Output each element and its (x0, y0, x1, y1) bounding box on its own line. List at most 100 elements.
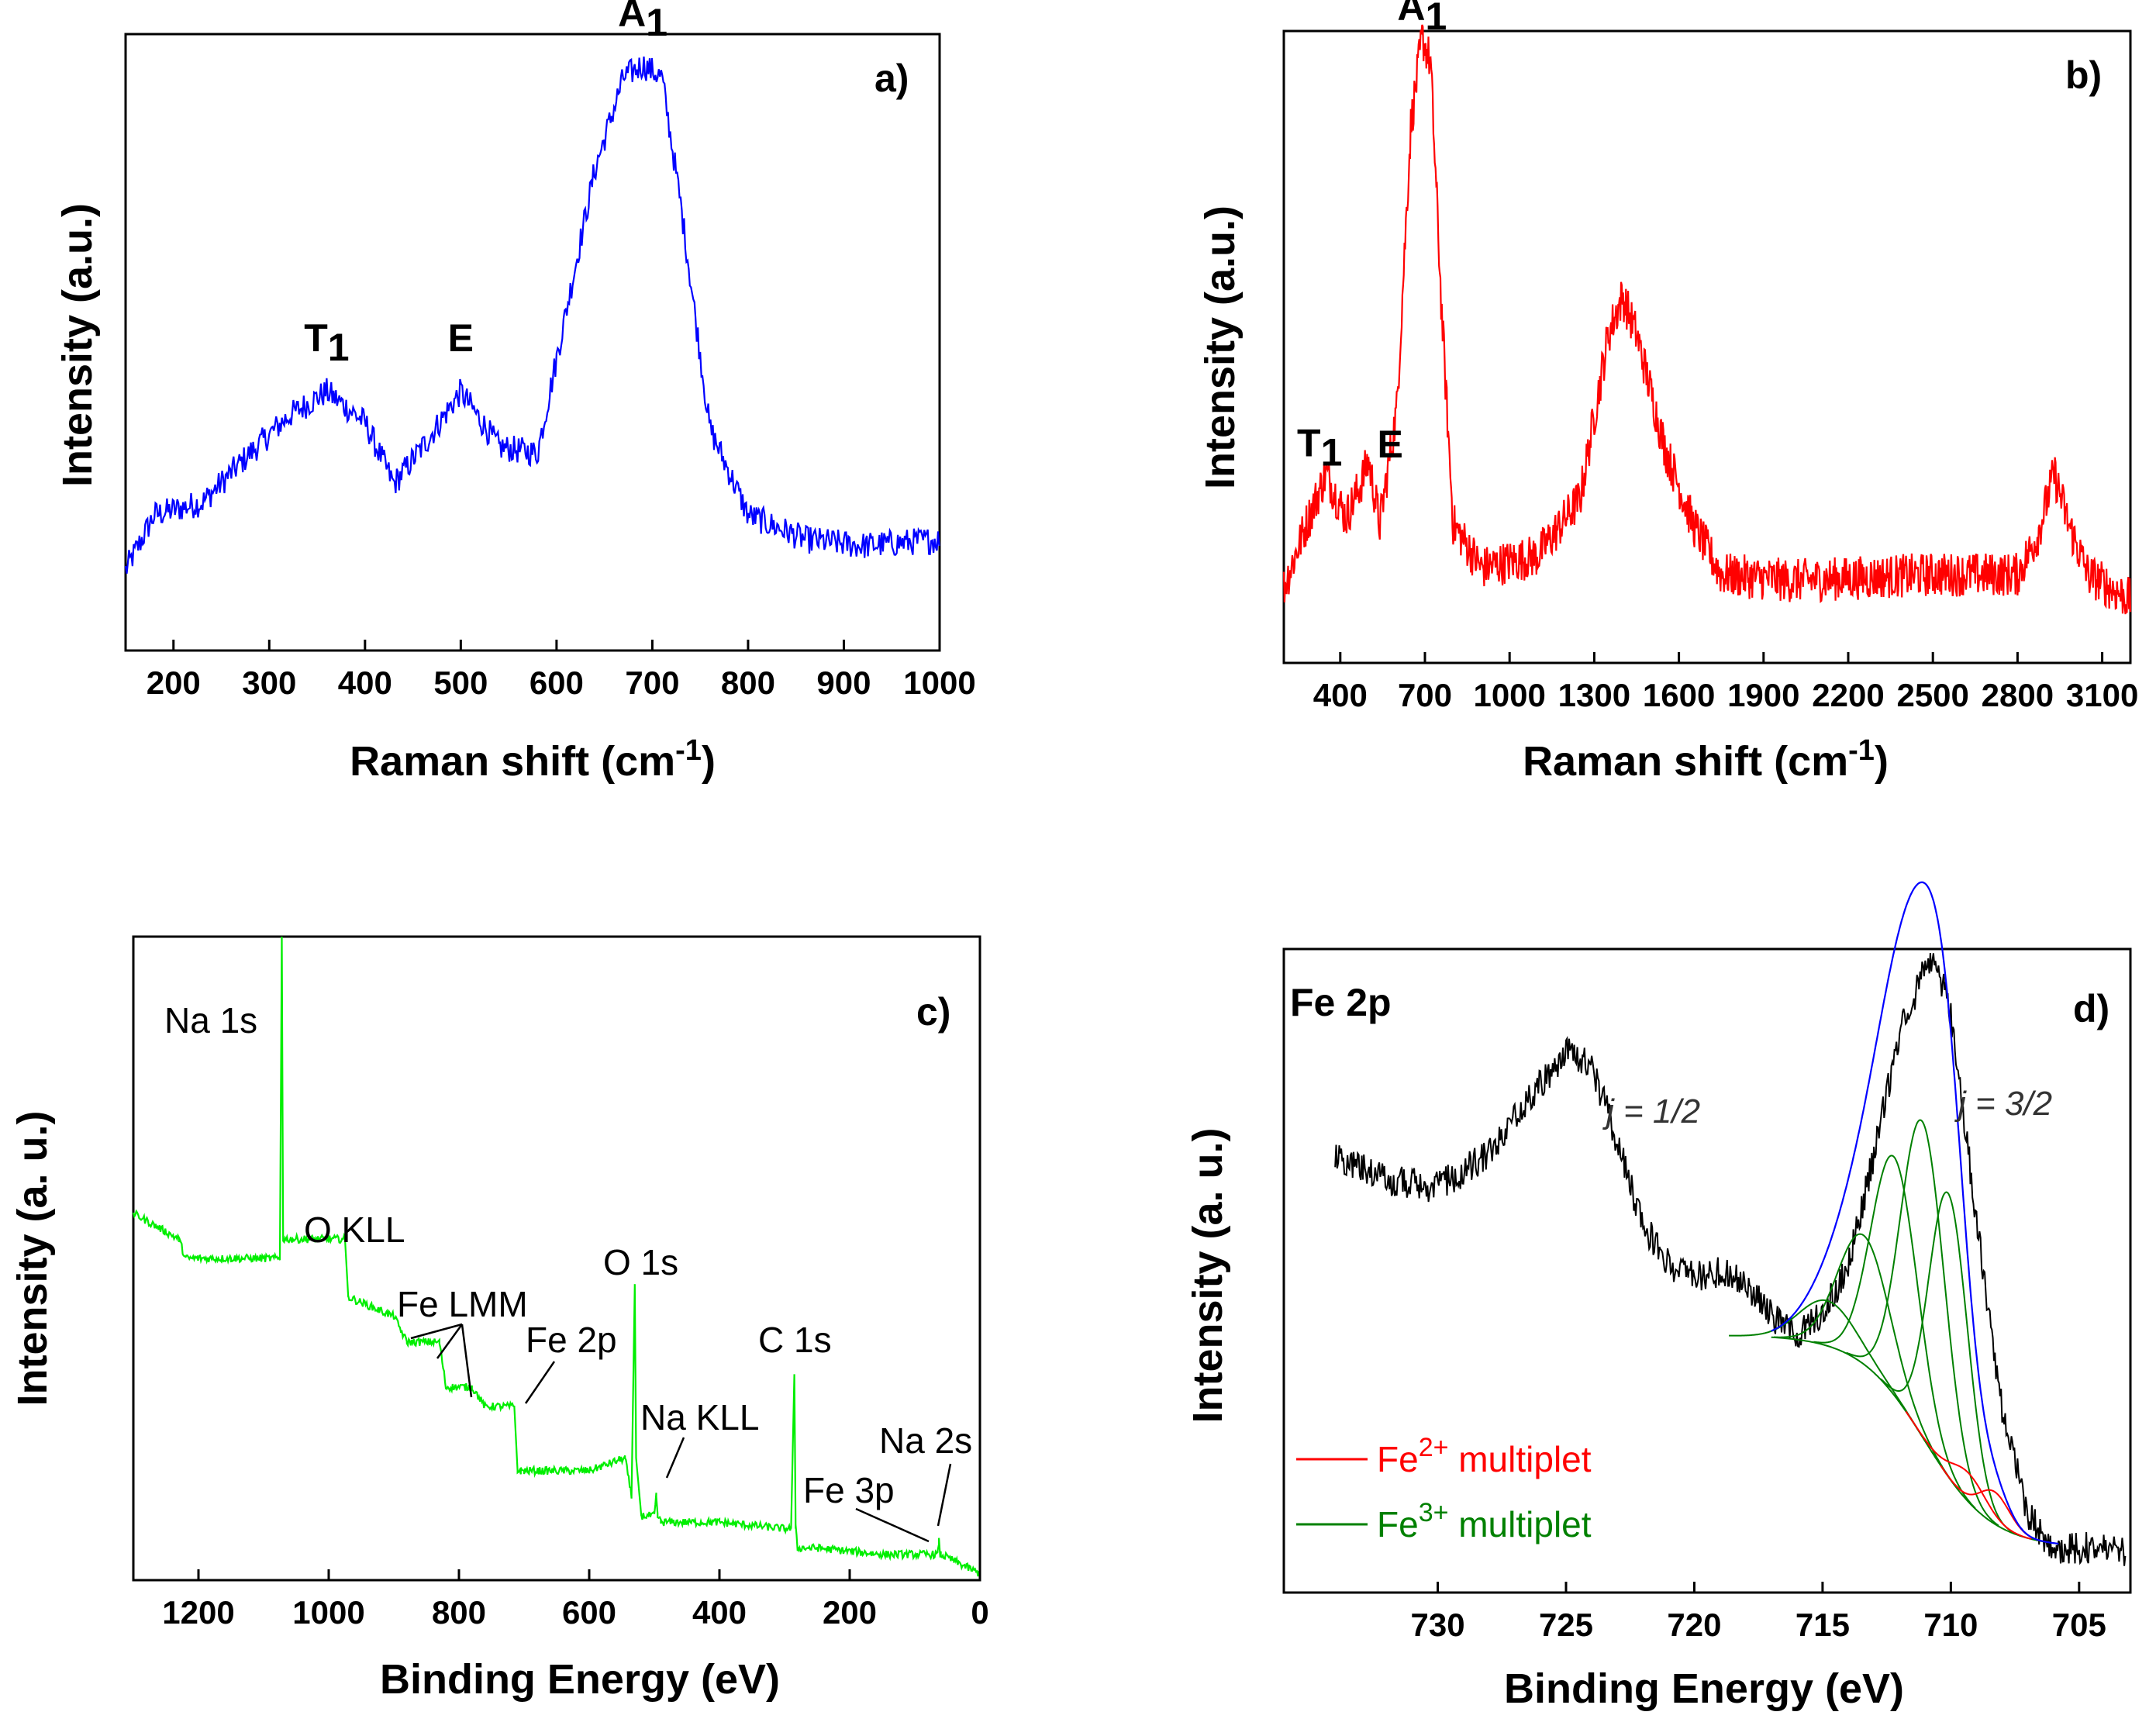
annotation-fe-3p: Fe 3p (803, 1470, 895, 1510)
xps-survey-line (132, 936, 981, 1577)
x-tick-label-b-1: 700 (1398, 677, 1452, 713)
x-tick-label-b-8: 2800 (1982, 677, 2054, 713)
marks-a: T1 EA1 (124, 0, 940, 574)
x-axis-label-a: Raman shift (cm-1) (350, 734, 716, 785)
peak-label-sub-a-0: 1 (328, 326, 350, 369)
panel-b: T1 EA1 400 700 1000 1300 1600 1900 2200 2500 2800… (1197, 0, 2138, 785)
legend-fe2-label: Fe2+ multiplet (1377, 1433, 1592, 1479)
legend-fe2-main: Fe (1377, 1439, 1419, 1479)
legend-fe2-tail: multiplet (1448, 1439, 1591, 1479)
x-tick-label-b-4: 1600 (1643, 677, 1715, 713)
fe3-component-4 (1729, 1299, 1927, 1443)
x-tick-label-c-3: 600 (562, 1594, 616, 1631)
fe2-component-0 (1905, 1410, 2032, 1540)
x-tick-label-d-0: 730 (1411, 1607, 1465, 1643)
x-tick-label-a-0: 200 (147, 664, 201, 701)
y-axis-label-c: Intensity (a. u.) (9, 1110, 56, 1406)
x-tick-label-b-2: 1000 (1473, 677, 1545, 713)
x-tick-label-c-5: 200 (823, 1594, 877, 1631)
x-axis-label-b-main: Raman shift (cm (1523, 738, 1848, 785)
x-tick-label-a-2: 400 (338, 664, 392, 701)
peak-label-a-0: T1 (304, 316, 349, 369)
peak-label-a-1: E (448, 316, 474, 360)
panel-c: 1200 1000 800 600 400 200 0 c) Intensity (a. u… (9, 935, 989, 1703)
x-tick-label-d-2: 720 (1667, 1607, 1721, 1643)
y-axis-label-a: Intensity (a.u.) (54, 203, 101, 487)
raman-line-a (124, 56, 940, 574)
annotation-c-1s: C 1s (758, 1320, 832, 1360)
x-axis-label-a-end: ) (702, 738, 716, 785)
legend-d: Fe2+ multiplet Fe3+ multiplet (1296, 1433, 1592, 1544)
peak-label-main-b-1: E (1378, 423, 1403, 466)
annotation-o-kll: O KLL (304, 1210, 405, 1250)
x-tick-label-c-1: 1000 (292, 1594, 364, 1631)
peak-label-b-1: E (1378, 423, 1403, 466)
x-axis-label-c: Binding Energy (eV) (380, 1656, 780, 1703)
fe2p-data-line (1334, 952, 2127, 1566)
x-tick-label-a-7: 900 (816, 664, 871, 701)
plot-frame-a (124, 33, 941, 652)
legend-fe3-main: Fe (1377, 1504, 1419, 1544)
annotation-j-half: j = 1/2 (1602, 1092, 1700, 1130)
leader-fe-lmm-3 (461, 1324, 473, 1398)
x-axis-label-b: Raman shift (cm-1) (1523, 734, 1889, 785)
envelope-line (1771, 881, 2059, 1545)
peak-label-sub-b-0: 1 (1321, 431, 1343, 475)
panel-label-c: c) (916, 990, 950, 1034)
leader-na-2s (937, 1463, 952, 1527)
peak-label-b-2: A1 (1397, 0, 1447, 38)
x-tick-label-d-4: 710 (1923, 1607, 1978, 1643)
x-tick-label-a-3: 500 (433, 664, 488, 701)
plot-frame-c (132, 935, 981, 1582)
legend-fe3-sup: 3+ (1419, 1498, 1449, 1527)
x-tick-label-b-3: 1300 (1558, 677, 1630, 713)
panel-label-a: a) (874, 57, 909, 100)
peak-label-sub-b-2: 1 (1426, 0, 1447, 38)
x-axis-label-d: Binding Energy (eV) (1504, 1665, 1904, 1712)
annotation-o-1s: O 1s (603, 1242, 678, 1282)
x-axis-label-b-sup: -1 (1848, 734, 1875, 767)
x-tick-label-a-6: 800 (721, 664, 775, 701)
legend-fe2-sup: 2+ (1419, 1433, 1449, 1462)
x-tick-label-b-7: 2500 (1896, 677, 1968, 713)
leader-na-kll (665, 1437, 685, 1479)
annotations-c: Na 1s O KLL Fe LMM Fe 2p O 1s Na KLL C 1… (164, 1000, 972, 1543)
x-tick-label-a-1: 300 (242, 664, 296, 701)
x-axis-label-a-sup: -1 (675, 734, 702, 767)
peak-label-main-b-2: A (1397, 0, 1425, 29)
leader-fe-2p (524, 1361, 556, 1404)
leader-fe-lmm-1 (410, 1323, 463, 1340)
x-tick-label-b-0: 400 (1313, 677, 1368, 713)
x-tick-label-b-5: 1900 (1727, 677, 1799, 713)
x-axis-label-a-main: Raman shift (cm (350, 738, 675, 785)
x-tick-label-d-5: 705 (2052, 1607, 2106, 1643)
annotation-na-kll: Na KLL (640, 1397, 759, 1437)
peak-label-main-a-0: T (304, 316, 328, 360)
panel-label-b: b) (2065, 53, 2102, 97)
x-ticks-b: 400 700 1000 1300 1600 1900 2200 2500 2800 3100 (1313, 652, 2138, 713)
x-tick-label-c-2: 800 (432, 1594, 486, 1631)
marks-d (1334, 881, 2127, 1566)
x-tick-label-a-8: 1000 (903, 664, 975, 701)
x-tick-label-a-5: 700 (625, 664, 679, 701)
x-tick-label-b-9: 3100 (2066, 677, 2138, 713)
x-ticks-d: 730 725 720 715 710 705 (1411, 1582, 2106, 1643)
legend-fe3-label: Fe3+ multiplet (1377, 1498, 1592, 1544)
x-tick-label-a-4: 600 (530, 664, 584, 701)
panel-label-d: d) (2073, 987, 2109, 1030)
peak-label-main-a-2: A (618, 0, 646, 35)
background-line (1771, 1336, 2059, 1544)
peak-label-a-2: A1 (618, 0, 667, 44)
panel-a: T1 EA1 200 300 400 500 600 700 800 900 1000 a) In… (54, 0, 976, 785)
x-tick-label-b-6: 2200 (1812, 677, 1884, 713)
fe3-component-0 (1880, 1191, 2016, 1534)
peak-label-sub-a-2: 1 (646, 1, 667, 44)
plot-frame-b (1282, 29, 2132, 664)
x-tick-label-c-4: 400 (692, 1594, 747, 1631)
peak-label-main-b-0: T (1297, 422, 1321, 465)
plot-frame-d (1282, 947, 2132, 1594)
x-ticks-a: 200 300 400 500 600 700 800 900 1000 (147, 640, 976, 701)
leader-fe-3p (855, 1507, 930, 1543)
annotation-j-three-half: j = 3/2 (1954, 1085, 2052, 1123)
